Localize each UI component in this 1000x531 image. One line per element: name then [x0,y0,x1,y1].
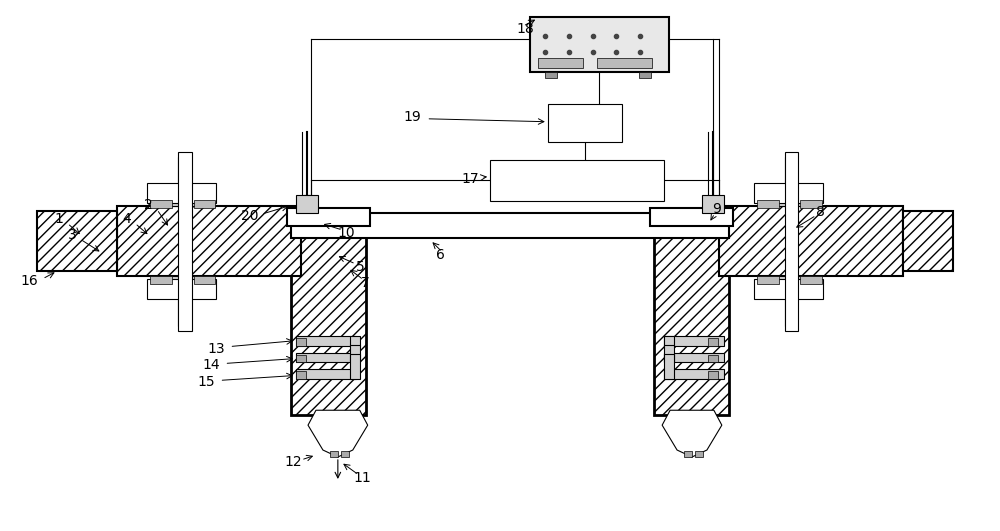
Bar [350,345,360,363]
Bar [708,372,718,380]
Text: 19: 19 [404,110,421,124]
Text: 5: 5 [356,260,365,274]
Bar [708,355,718,363]
Bar [654,216,729,415]
Polygon shape [308,410,368,457]
Bar [296,336,356,346]
Bar [664,345,674,363]
Bar [664,336,674,346]
Text: 18: 18 [516,22,534,36]
Bar [777,184,804,207]
Text: 17: 17 [461,173,479,186]
Bar [719,207,903,276]
Text: 11: 11 [354,471,372,485]
Text: 10: 10 [337,226,355,240]
Bar [785,298,796,326]
Bar [903,211,953,271]
Text: 1: 1 [55,212,64,226]
Bar [800,276,822,284]
Bar [754,183,823,203]
Bar [548,104,622,142]
Bar [785,151,798,331]
Bar [757,200,779,208]
Bar [664,370,724,380]
Bar [296,195,318,213]
Bar [777,276,804,298]
Bar [147,183,216,203]
Bar [296,355,306,363]
Text: 4: 4 [123,212,131,226]
Bar [545,72,557,78]
Text: 2: 2 [144,198,153,212]
Bar [350,336,360,346]
Bar [170,276,198,298]
Bar [702,195,724,213]
Bar [178,157,190,184]
Bar [341,451,349,457]
Text: 12: 12 [284,455,302,469]
Text: 14: 14 [203,358,220,372]
Bar [287,208,370,226]
Bar [695,451,703,457]
Bar [296,353,356,363]
Text: 13: 13 [208,341,225,356]
Bar [37,211,117,271]
Text: 20: 20 [241,209,258,223]
Bar [296,370,356,380]
Bar [170,184,198,207]
Bar [530,18,669,72]
Text: 8: 8 [816,205,825,219]
Bar [650,208,733,226]
Bar [194,276,215,284]
Text: 9: 9 [712,202,721,216]
Bar [178,151,192,331]
Text: 3: 3 [68,228,77,242]
Bar [597,58,652,68]
Text: 16: 16 [21,274,38,288]
Bar [639,72,651,78]
Bar [664,353,724,363]
Bar [757,276,779,284]
Polygon shape [662,410,722,457]
Text: 7: 7 [361,276,370,290]
Bar [291,213,729,238]
Bar [178,298,190,326]
Bar [664,336,724,346]
Bar [490,159,664,201]
Bar [350,354,360,380]
Bar [291,216,366,415]
Bar [330,451,338,457]
Bar [785,157,796,184]
Bar [800,200,822,208]
Bar [296,372,306,380]
Bar [708,338,718,346]
Bar [194,200,215,208]
Bar [117,207,301,276]
Text: 6: 6 [436,248,445,262]
Bar [150,276,172,284]
Bar [147,279,216,299]
Bar [664,354,674,380]
Text: 15: 15 [198,375,215,389]
Bar [296,338,306,346]
Bar [150,200,172,208]
Bar [684,451,692,457]
Bar [754,279,823,299]
Bar [538,58,583,68]
